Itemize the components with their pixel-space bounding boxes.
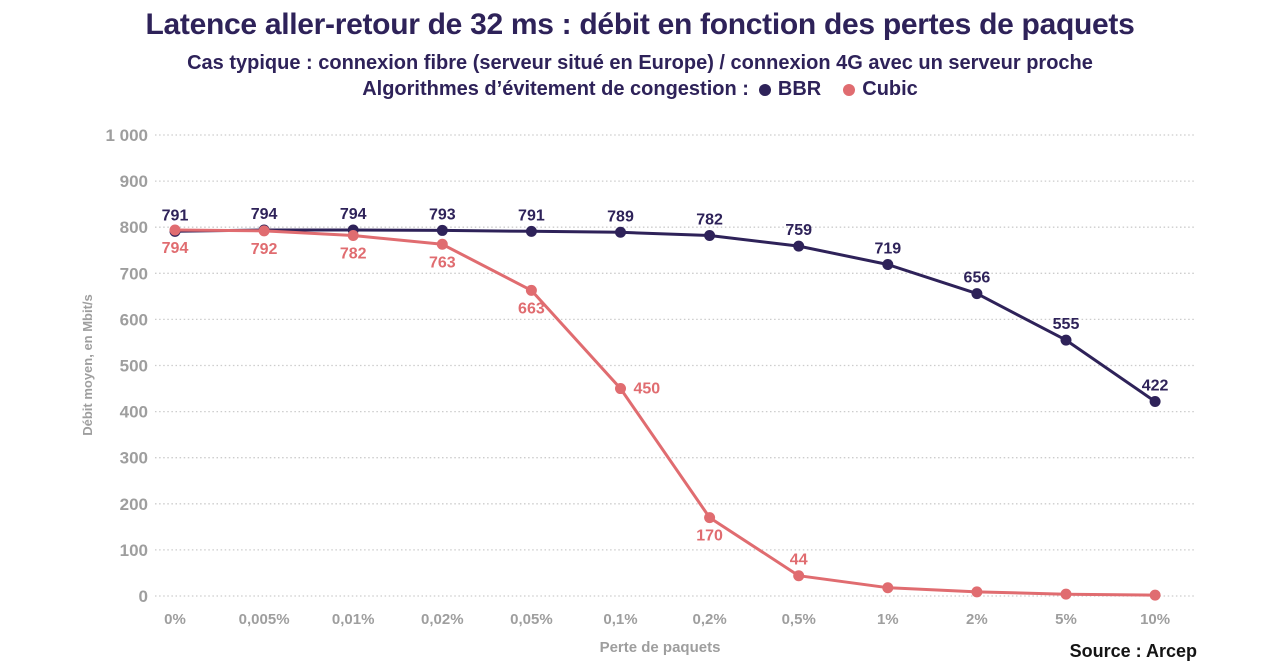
y-tick-label: 600	[120, 310, 148, 329]
chart-subtitle: Cas typique : connexion fibre (serveur s…	[187, 52, 1093, 74]
data-label-bbr: 794	[251, 206, 278, 223]
y-tick-label: 300	[120, 449, 148, 468]
data-label-cubic: 663	[518, 300, 545, 317]
y-tick-label: 500	[120, 357, 148, 376]
x-tick-label: 10%	[1140, 611, 1170, 628]
y-tick-label: 1 000	[105, 126, 148, 145]
data-label-bbr: 555	[1053, 316, 1080, 333]
data-label-bbr: 793	[429, 206, 456, 223]
data-label-cubic: 450	[634, 381, 661, 398]
y-tick-label: 100	[120, 541, 148, 560]
data-point-bbr	[436, 224, 448, 236]
data-point-cubic	[258, 225, 270, 237]
x-tick-label: 0%	[164, 611, 186, 628]
data-point-cubic	[525, 284, 537, 296]
data-point-bbr	[704, 229, 716, 241]
x-tick-label: 2%	[966, 611, 988, 628]
data-point-bbr	[525, 225, 537, 237]
series-line-bbr	[174, 228, 1156, 403]
x-tick-label: 0,2%	[692, 611, 726, 628]
data-point-cubic	[436, 238, 448, 250]
x-tick-label: 0,01%	[332, 611, 375, 628]
data-label-bbr: 422	[1142, 377, 1169, 394]
data-point-bbr	[1060, 334, 1072, 346]
y-tick-label: 200	[120, 495, 148, 514]
x-tick-label: 0,005%	[239, 611, 290, 628]
grid-layer: 0 100 200 300 400 500 600 700 800 900 1 000 0% 0,005…	[105, 126, 1195, 628]
data-point-bbr	[615, 226, 626, 238]
legend-items: BBR Cubic	[758, 78, 918, 101]
legend-row: Algorithmes d’évitement de congestion : …	[0, 78, 1280, 101]
data-point-cubic	[1149, 589, 1161, 601]
data-point-bbr	[882, 259, 894, 271]
data-point-cubic	[347, 229, 359, 241]
legend-item-bbr: BBR	[758, 78, 822, 101]
series-line-cubic	[174, 228, 1156, 597]
x-axis-title: Perte de paquets	[600, 639, 721, 656]
legend-text-bbr: BBR	[777, 78, 822, 100]
data-label-bbr: 759	[785, 222, 812, 239]
y-tick-label: 700	[120, 264, 148, 283]
data-point-cubic	[169, 224, 181, 236]
source-text: Source : Arcep	[1070, 641, 1197, 661]
x-tick-label: 1%	[877, 611, 899, 628]
data-label-bbr: 794	[340, 206, 367, 223]
y-tick-label: 900	[120, 172, 148, 191]
data-label-cubic: 792	[251, 241, 278, 258]
data-point-cubic	[704, 512, 716, 524]
legend-item-cubic: Cubic	[843, 78, 918, 101]
legend-label: Algorithmes d’évitement de congestion :	[362, 78, 749, 100]
series-layer: 791 794 794 793 791 789 782 759 719 656 555 422 794 7…	[162, 206, 1169, 601]
y-tick-label: 0	[139, 587, 148, 606]
legend-dot-bbr	[758, 83, 771, 96]
data-label-cubic: 763	[429, 254, 456, 271]
y-tick-label: 400	[120, 403, 148, 422]
data-label-bbr: 791	[518, 207, 545, 224]
data-label-bbr: 791	[162, 207, 189, 224]
data-label-bbr: 656	[964, 270, 991, 287]
data-label-cubic: 794	[162, 240, 189, 257]
data-label-cubic: 44	[790, 552, 808, 569]
x-tick-label: 0,5%	[782, 611, 816, 628]
data-point-cubic	[1060, 588, 1072, 600]
legend-text-cubic: Cubic	[862, 78, 918, 100]
data-label-bbr: 782	[696, 211, 723, 228]
chart-title: Latence aller-retour de 32 ms : débit en…	[145, 8, 1135, 41]
data-label-bbr: 789	[607, 208, 634, 225]
y-axis-title: Débit moyen, en Mbit/s	[80, 294, 95, 436]
data-point-cubic	[882, 582, 894, 594]
data-point-cubic	[793, 570, 805, 582]
x-tick-label: 0,02%	[421, 611, 464, 628]
data-point-cubic	[615, 383, 626, 395]
data-point-bbr	[793, 240, 805, 252]
data-point-bbr	[971, 288, 983, 300]
data-label-cubic: 170	[696, 528, 723, 545]
x-tick-label: 0,1%	[603, 611, 637, 628]
data-point-bbr	[1149, 395, 1161, 407]
x-tick-label: 0,05%	[510, 611, 553, 628]
legend-dot-cubic	[843, 83, 856, 96]
y-tick-label: 800	[120, 218, 148, 237]
data-label-cubic: 782	[340, 245, 367, 262]
data-point-cubic	[971, 586, 983, 598]
x-tick-label: 5%	[1055, 611, 1077, 628]
data-label-bbr: 719	[874, 241, 901, 258]
